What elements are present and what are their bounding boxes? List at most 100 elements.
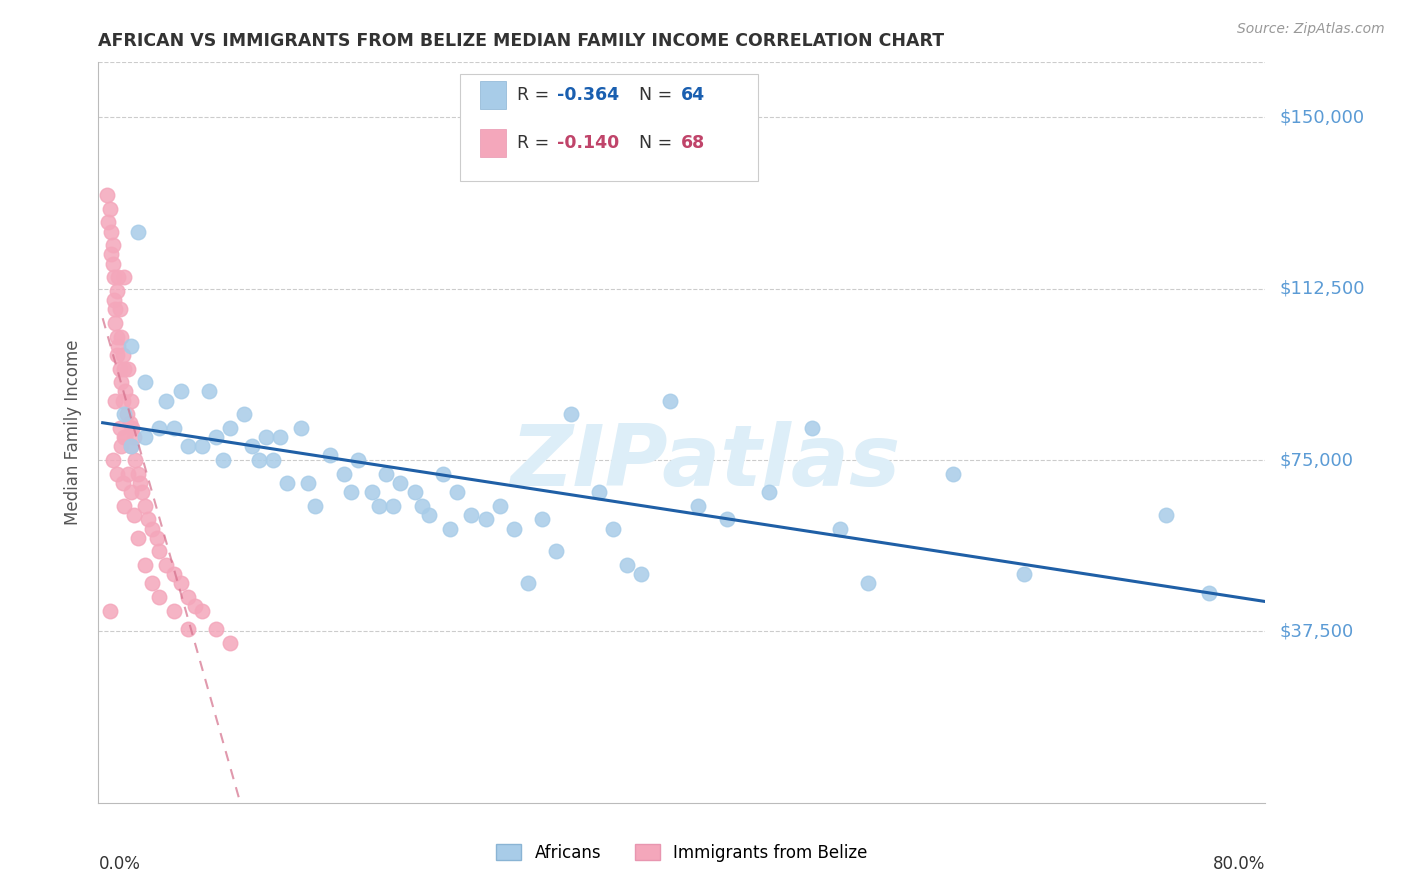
Point bbox=[212, 453, 235, 467]
Point bbox=[262, 453, 284, 467]
Point bbox=[112, 408, 135, 422]
Point bbox=[162, 421, 184, 435]
Point bbox=[127, 225, 149, 239]
Point bbox=[114, 430, 136, 444]
Point bbox=[460, 508, 482, 522]
Point bbox=[122, 508, 145, 522]
Point bbox=[96, 188, 118, 202]
Point bbox=[108, 421, 131, 435]
Point bbox=[162, 567, 184, 582]
Point bbox=[332, 467, 354, 481]
Point bbox=[411, 499, 433, 513]
Point bbox=[439, 522, 461, 536]
Text: 68: 68 bbox=[681, 134, 704, 153]
Point bbox=[120, 439, 142, 453]
Text: 80.0%: 80.0% bbox=[1213, 855, 1265, 872]
Text: R =: R = bbox=[517, 134, 555, 153]
Point bbox=[297, 475, 319, 490]
Point bbox=[148, 421, 170, 435]
Point bbox=[110, 439, 132, 453]
Point bbox=[98, 604, 121, 618]
Point bbox=[191, 604, 214, 618]
Text: AFRICAN VS IMMIGRANTS FROM BELIZE MEDIAN FAMILY INCOME CORRELATION CHART: AFRICAN VS IMMIGRANTS FROM BELIZE MEDIAN… bbox=[98, 32, 945, 50]
Point bbox=[375, 467, 398, 481]
Text: R =: R = bbox=[517, 87, 555, 104]
Point bbox=[198, 384, 221, 399]
Point bbox=[148, 590, 170, 604]
Text: ZIPatlas: ZIPatlas bbox=[510, 421, 900, 504]
FancyBboxPatch shape bbox=[460, 73, 758, 181]
Point bbox=[340, 485, 363, 500]
Point bbox=[205, 430, 228, 444]
Point bbox=[531, 512, 554, 526]
Point bbox=[141, 576, 163, 591]
Point bbox=[177, 439, 200, 453]
Point bbox=[117, 361, 139, 376]
Point bbox=[169, 384, 191, 399]
Point bbox=[127, 531, 149, 545]
Point bbox=[276, 475, 298, 490]
Point bbox=[304, 499, 326, 513]
Y-axis label: Median Family Income: Median Family Income bbox=[65, 340, 83, 525]
Point bbox=[107, 339, 129, 353]
Point bbox=[219, 421, 242, 435]
Point bbox=[169, 576, 191, 591]
Point bbox=[162, 604, 184, 618]
Point bbox=[100, 225, 122, 239]
Text: $75,000: $75,000 bbox=[1279, 451, 1354, 469]
Point bbox=[108, 302, 131, 317]
Point bbox=[602, 522, 624, 536]
Point bbox=[117, 467, 139, 481]
Point bbox=[112, 430, 135, 444]
Point bbox=[290, 421, 312, 435]
Point bbox=[858, 576, 880, 591]
Point bbox=[112, 499, 135, 513]
Point bbox=[758, 485, 780, 500]
Point bbox=[107, 270, 129, 285]
Point bbox=[488, 499, 510, 513]
Point bbox=[1198, 585, 1220, 599]
Point bbox=[114, 384, 136, 399]
Text: -0.140: -0.140 bbox=[557, 134, 619, 153]
Point bbox=[134, 376, 156, 390]
Point bbox=[105, 348, 128, 362]
Text: $112,500: $112,500 bbox=[1279, 280, 1365, 298]
Legend: Africans, Immigrants from Belize: Africans, Immigrants from Belize bbox=[489, 838, 875, 869]
Point bbox=[560, 408, 582, 422]
Point bbox=[98, 202, 121, 216]
Point bbox=[112, 270, 135, 285]
Point bbox=[155, 393, 177, 408]
Text: $37,500: $37,500 bbox=[1279, 623, 1354, 640]
Point bbox=[630, 567, 652, 582]
Point bbox=[128, 475, 150, 490]
Point bbox=[389, 475, 412, 490]
Point bbox=[177, 590, 200, 604]
Point bbox=[382, 499, 405, 513]
Point bbox=[588, 485, 610, 500]
Point bbox=[474, 512, 496, 526]
Point bbox=[105, 467, 128, 481]
Point bbox=[219, 636, 242, 650]
Point bbox=[716, 512, 738, 526]
Point bbox=[828, 522, 851, 536]
Point bbox=[404, 485, 426, 500]
Text: 64: 64 bbox=[681, 87, 704, 104]
Point bbox=[100, 247, 122, 261]
Point bbox=[205, 622, 228, 636]
Text: $150,000: $150,000 bbox=[1279, 108, 1364, 127]
Text: -0.364: -0.364 bbox=[557, 87, 619, 104]
Point bbox=[184, 599, 207, 614]
Point bbox=[115, 408, 138, 422]
Point bbox=[120, 339, 142, 353]
Point bbox=[233, 408, 256, 422]
Point bbox=[688, 499, 710, 513]
Point bbox=[112, 361, 135, 376]
Point bbox=[616, 558, 638, 573]
Point bbox=[122, 430, 145, 444]
FancyBboxPatch shape bbox=[479, 81, 506, 109]
Point bbox=[105, 329, 128, 343]
Text: N =: N = bbox=[628, 134, 678, 153]
Point bbox=[136, 512, 159, 526]
Point bbox=[191, 439, 214, 453]
Point bbox=[240, 439, 263, 453]
